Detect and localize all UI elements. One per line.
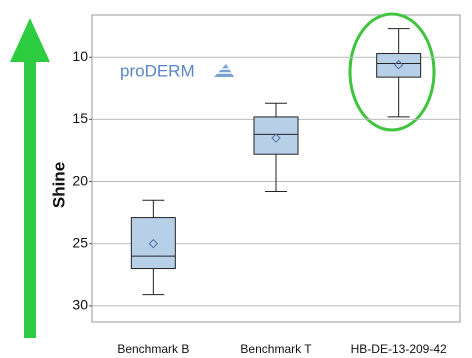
y-axis-label: Shine: [49, 162, 68, 208]
y-tick-label: 30: [72, 297, 88, 313]
mean: [148, 238, 159, 249]
y-tick-label: 10: [72, 48, 88, 64]
plot-frame: [91, 14, 461, 323]
mean: [393, 60, 404, 70]
logo-icon: [214, 64, 234, 77]
x-tick-label: HB-DE-13-209-42: [351, 342, 447, 356]
y-tick-label: 15: [72, 110, 88, 126]
box: [253, 116, 299, 155]
logo: proDERM: [120, 61, 195, 80]
box: [376, 53, 422, 78]
trend-arrow-head: [10, 18, 50, 62]
highlight-ellipse: [348, 12, 436, 132]
x-tick-label: Benchmark B: [117, 342, 189, 356]
x-tick-label: Benchmark T: [240, 342, 312, 356]
mean: [271, 133, 281, 143]
y-tick-label: 20: [72, 172, 88, 188]
box: [130, 217, 176, 270]
y-tick-label: 25: [72, 234, 88, 250]
